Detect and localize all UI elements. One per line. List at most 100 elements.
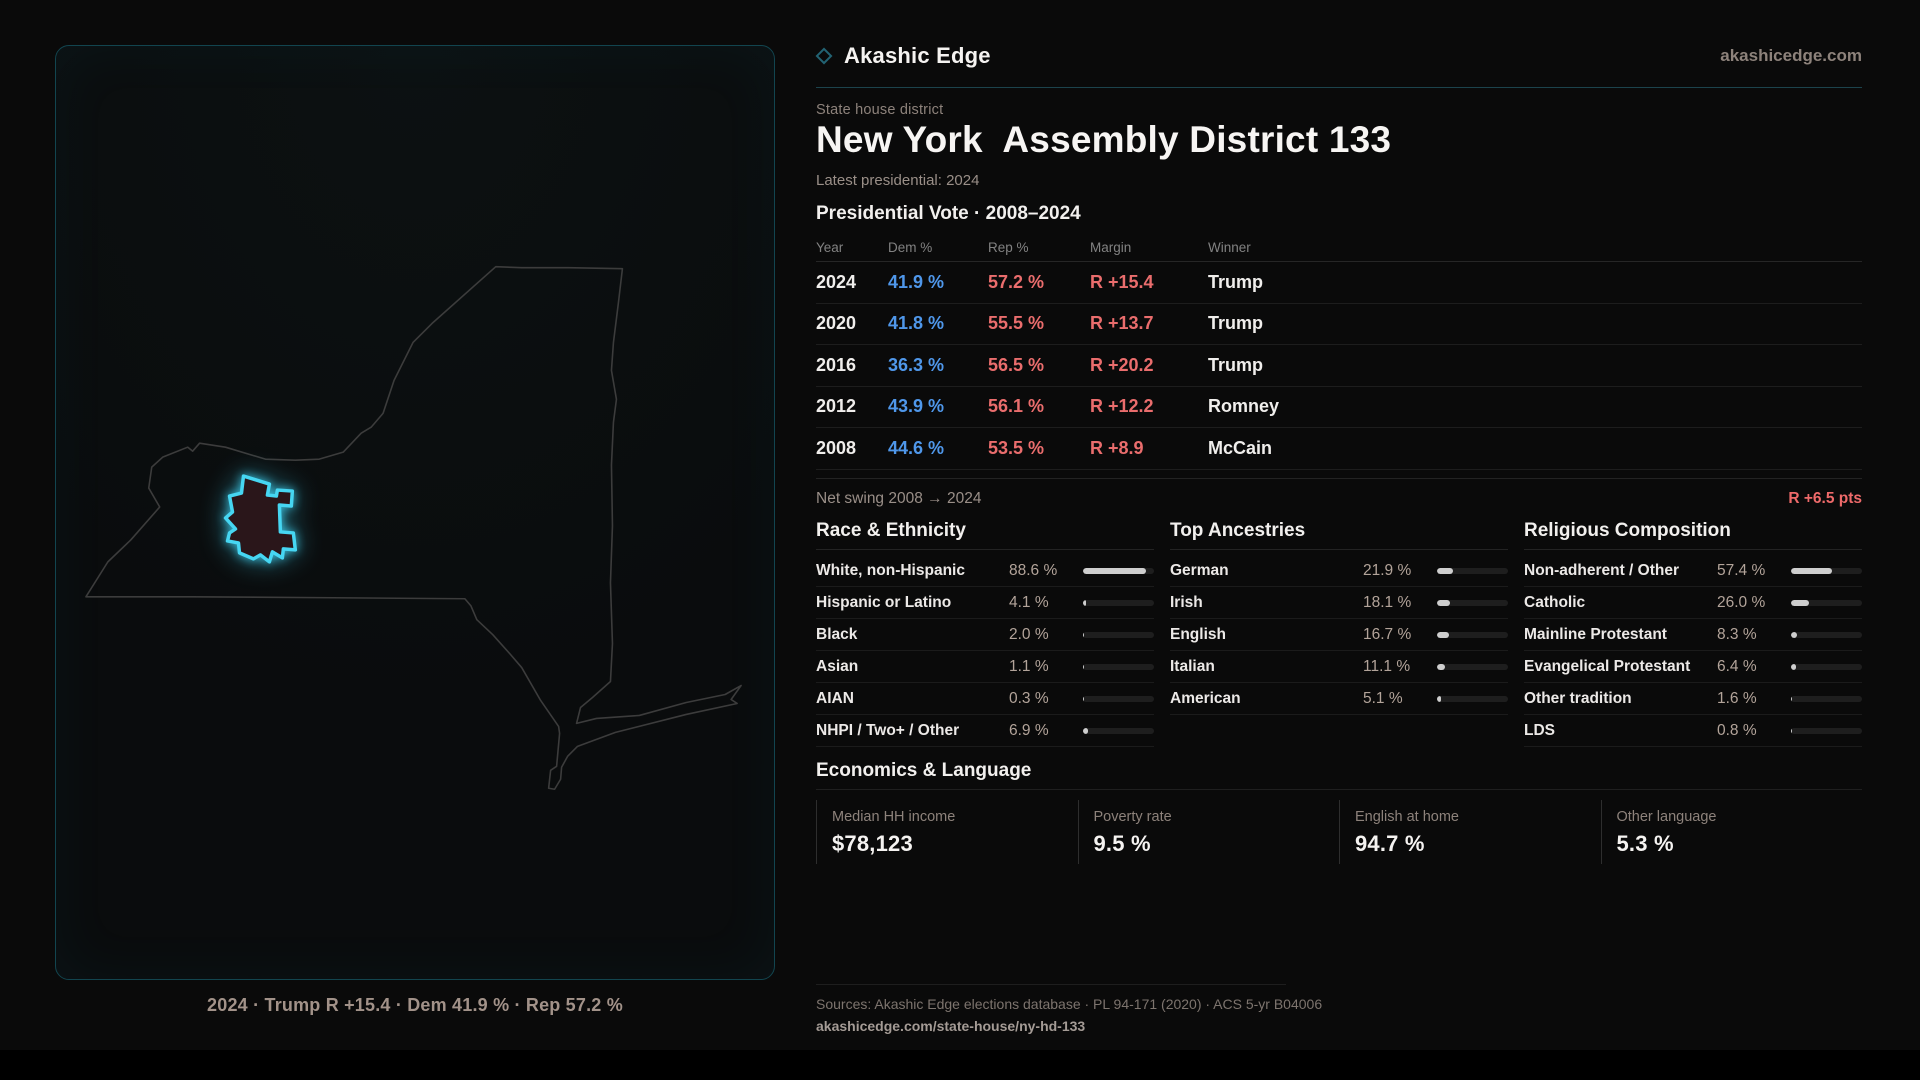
- bar-track: [1437, 695, 1508, 702]
- demographic-section-title: Top Ancestries: [1170, 520, 1306, 541]
- category-label: Irish: [1170, 593, 1203, 611]
- col-dem: Dem %: [888, 240, 933, 255]
- category-value: 88.6 %: [1009, 561, 1058, 579]
- category-value: 21.9 %: [1363, 561, 1412, 579]
- stat-value: 5.3 %: [1616, 831, 1674, 856]
- category-value: 4.1 %: [1009, 593, 1049, 611]
- dem-cell: 36.3 %: [888, 354, 945, 375]
- dem-cell: 41.9 %: [888, 271, 945, 292]
- winner-cell: Trump: [1208, 313, 1264, 334]
- category-value: 0.3 %: [1009, 689, 1049, 707]
- list-item: White, non-Hispanic 88.6 %: [816, 555, 1154, 587]
- category-value: 8.3 %: [1717, 625, 1757, 643]
- map-caption: 2024 · Trump R +15.4 · Dem 41.9 % · Rep …: [207, 995, 623, 1015]
- stat-card: Median HH income $78,123: [816, 800, 1078, 864]
- net-swing-label: Net swing 2008 → 2024: [816, 490, 982, 507]
- district-type-kicker: State house district: [816, 102, 944, 118]
- demographic-section: Top Ancestries German 21.9 % Irish 18.1 % Eng…: [1170, 520, 1508, 747]
- bar-fill: [1791, 695, 1793, 702]
- bar-track: [1437, 599, 1508, 606]
- demographic-rows: Non-adherent / Other 57.4 % Catholic 26.0 %…: [1524, 555, 1862, 747]
- sources-note: Sources: Akashic Edge elections database…: [816, 996, 1323, 1012]
- demographic-section: Race & Ethnicity White, non-Hispanic 88.6 …: [816, 520, 1154, 747]
- category-value: 18.1 %: [1363, 593, 1412, 611]
- dem-cell: 43.9 %: [888, 396, 945, 417]
- year-cell: 2020: [816, 313, 857, 334]
- economics-divider: [816, 789, 1862, 790]
- list-item: German 21.9 %: [1170, 555, 1508, 587]
- brand-domain-link[interactable]: akashicedge.com: [1720, 46, 1862, 65]
- category-value: 11.1 %: [1363, 657, 1411, 675]
- stat-card: English at home 94.7 %: [1339, 800, 1601, 864]
- bar-fill: [1791, 631, 1797, 638]
- bar-fill: [1437, 631, 1449, 638]
- bar-track: [1437, 663, 1508, 670]
- state-outline: [85, 265, 742, 791]
- category-value: 26.0 %: [1717, 593, 1766, 611]
- winner-cell: Trump: [1208, 271, 1264, 292]
- diamond-icon: [815, 47, 833, 65]
- bar-track: [1791, 599, 1862, 606]
- net-swing-row: Net swing 2008 → 2024 R +6.5 pts: [816, 478, 1862, 508]
- demographics-grid: Race & Ethnicity White, non-Hispanic 88.6 …: [816, 520, 1862, 747]
- category-label: Italian: [1170, 657, 1215, 675]
- bar-fill: [1083, 663, 1084, 670]
- table-row: 2016 36.3 % 56.5 % R +20.2 Trump: [816, 345, 1862, 387]
- margin-cell: R +13.7: [1090, 313, 1154, 334]
- bar-fill: [1791, 663, 1796, 670]
- rep-cell: 53.5 %: [988, 437, 1045, 458]
- category-label: American: [1170, 689, 1241, 707]
- brand-header: Akashic Edge akashicedge.com: [815, 40, 1862, 72]
- rep-cell: 56.1 %: [988, 396, 1045, 417]
- stat-label: Median HH income: [832, 809, 956, 825]
- bar-fill: [1083, 599, 1086, 606]
- bar-track: [1083, 599, 1154, 606]
- bar-fill: [1083, 631, 1085, 638]
- bar-fill: [1791, 727, 1792, 734]
- dem-cell: 44.6 %: [888, 437, 945, 458]
- category-label: Evangelical Protestant: [1524, 657, 1691, 675]
- list-item: Evangelical Protestant 6.4 %: [1524, 651, 1862, 683]
- list-item: Irish 18.1 %: [1170, 587, 1508, 619]
- district-map-panel: [55, 45, 775, 980]
- section-divider: [816, 549, 1154, 550]
- bar-track: [1791, 567, 1862, 574]
- new-york-state-map: [85, 265, 742, 791]
- bar-track: [1791, 695, 1862, 702]
- category-label: Non-adherent / Other: [1524, 561, 1680, 579]
- demographic-rows: White, non-Hispanic 88.6 % Hispanic or Lat…: [816, 555, 1154, 747]
- bottom-strip: [0, 1050, 1920, 1080]
- year-cell: 2012: [816, 396, 857, 417]
- list-item: English 16.7 %: [1170, 619, 1508, 651]
- category-label: Mainline Protestant: [1524, 625, 1667, 643]
- category-label: White, non-Hispanic: [816, 561, 965, 579]
- col-winner: Winner: [1208, 240, 1251, 255]
- bar-track: [1083, 567, 1154, 574]
- col-margin: Margin: [1090, 240, 1132, 255]
- col-year: Year: [816, 240, 844, 255]
- vote-table-header: Year Dem % Rep % Margin Winner: [816, 234, 1862, 262]
- vote-table-body: 2024 41.9 % 57.2 % R +15.4 Trump 2020 41.8 % 55…: [816, 262, 1862, 470]
- bar-fill: [1437, 599, 1450, 606]
- category-label: German: [1170, 561, 1229, 579]
- category-label: Catholic: [1524, 593, 1586, 611]
- stat-value: $78,123: [832, 831, 913, 856]
- category-value: 6.9 %: [1009, 721, 1049, 739]
- category-value: 5.1 %: [1363, 689, 1403, 707]
- section-divider: [1170, 549, 1508, 550]
- bar-fill: [1437, 695, 1441, 702]
- table-row: 2008 44.6 % 53.5 % R +8.9 McCain: [816, 428, 1862, 470]
- list-item: Italian 11.1 %: [1170, 651, 1508, 683]
- demographic-section-title: Religious Composition: [1524, 520, 1731, 541]
- margin-cell: R +15.4: [1090, 271, 1154, 292]
- bar-track: [1083, 631, 1154, 638]
- permalink[interactable]: akashicedge.com/state-house/ny-hd-133: [816, 1018, 1086, 1034]
- winner-cell: Romney: [1208, 396, 1280, 417]
- list-item: Black 2.0 %: [816, 619, 1154, 651]
- year-cell: 2024: [816, 271, 857, 292]
- col-rep: Rep %: [988, 240, 1029, 255]
- bar-fill: [1083, 727, 1088, 734]
- rep-cell: 57.2 %: [988, 271, 1045, 292]
- economics-stats-row: Median HH income $78,123 Poverty rate 9.5 %…: [816, 800, 1862, 864]
- district-report: Akashic Edge akashicedge.com State house…: [815, 0, 1862, 1080]
